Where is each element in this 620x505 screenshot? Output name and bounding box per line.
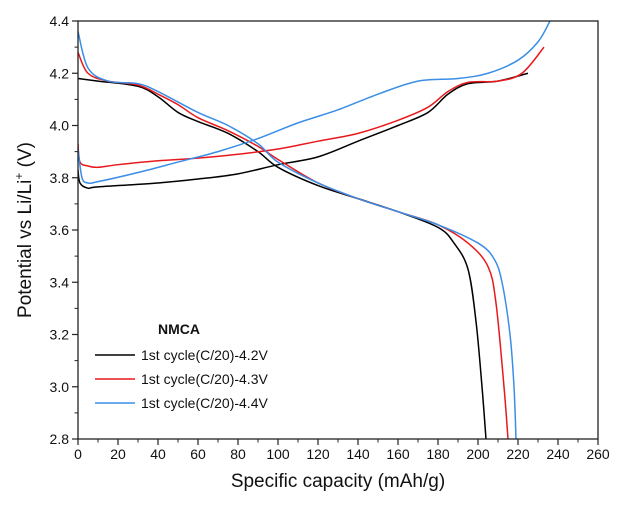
x-tick-label: 100 <box>266 446 290 462</box>
x-axis-label: Specific capacity (mAh/g) <box>231 471 445 492</box>
y-axis-label: Potential vs Li/Li+ (V) <box>12 142 36 318</box>
y-tick-label: 2.8 <box>50 431 70 447</box>
y-tick-label: 3.4 <box>50 274 70 290</box>
series-2-charge-curve <box>78 46 545 169</box>
x-tick-label: 240 <box>546 446 570 462</box>
y-tick-label: 3.2 <box>50 327 70 343</box>
y-tick-label: 4.0 <box>50 118 70 134</box>
legend-label: 1st cycle(C/20)-4.4V <box>141 395 268 411</box>
series-3-discharge-curve <box>78 31 517 439</box>
legend-title: NMCA <box>158 321 200 337</box>
legend-label: 1st cycle(C/20)-4.2V <box>141 347 268 363</box>
series-1-discharge-curve <box>78 77 487 439</box>
x-tick-label: 180 <box>426 446 450 462</box>
y-tick-label: 3.6 <box>50 222 70 238</box>
x-tick-label: 20 <box>110 446 126 462</box>
y-tick-label: 4.2 <box>50 65 70 81</box>
x-tick-label: 220 <box>506 446 530 462</box>
legend: 1st cycle(C/20)-4.2V 1st cycle(C/20)-4.3V… <box>95 347 268 411</box>
x-tick-label: 200 <box>466 446 490 462</box>
x-tick-label: 120 <box>306 446 330 462</box>
y-tick-label: 3.8 <box>50 170 70 186</box>
x-tick-label: 160 <box>386 446 410 462</box>
x-tick-label: 140 <box>346 446 370 462</box>
x-tick-label: 260 <box>586 446 610 462</box>
x-tick-label: 60 <box>190 446 206 462</box>
x-tick-label: 0 <box>74 446 82 462</box>
series-3-charge-curve <box>78 21 551 185</box>
series-2-discharge-curve <box>78 52 509 439</box>
y-tick-label: 3.0 <box>50 379 70 395</box>
x-tick-label: 80 <box>230 446 246 462</box>
y-tick-label: 4.4 <box>50 13 70 29</box>
x-tick-label: 40 <box>150 446 166 462</box>
legend-label: 1st cycle(C/20)-4.3V <box>141 371 268 387</box>
series-1-charge-curve <box>78 72 529 190</box>
